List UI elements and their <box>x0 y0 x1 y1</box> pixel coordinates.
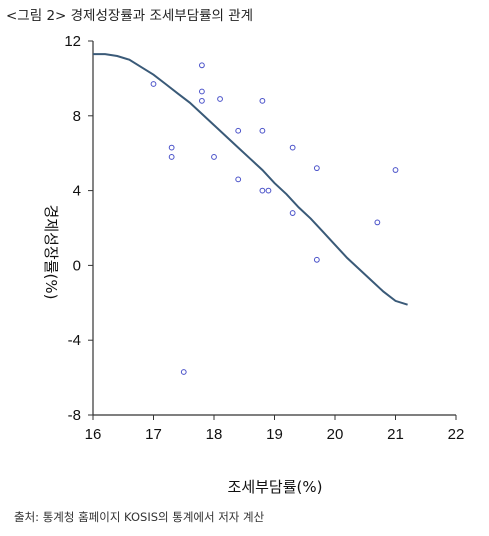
data-point <box>259 97 266 104</box>
data-point <box>199 97 205 104</box>
data-point <box>217 96 223 102</box>
x-tick-label: 17 <box>145 426 162 443</box>
axes <box>88 40 457 420</box>
data-point <box>235 176 242 183</box>
x-tick-label: 22 <box>448 426 465 443</box>
y-tick-label: -8 <box>68 407 81 424</box>
source-note: 출처: 통계청 홈페이지 KOSIS의 통계에서 저자 계산 <box>14 510 265 524</box>
data-point <box>211 154 217 160</box>
x-tick-label: 16 <box>85 426 102 443</box>
scatter-chart: 16 17 18 19 20 21 22 12 8 4 0 -4 -8 조세부담률(%) 경제성장률(%… <box>42 33 464 496</box>
data-point <box>180 369 187 375</box>
x-tick-label: 19 <box>266 426 283 443</box>
data-point <box>374 219 381 226</box>
x-tick-label: 18 <box>206 426 223 443</box>
y-tick-label: 4 <box>73 183 81 200</box>
data-point <box>235 127 242 134</box>
tick-labels-group: 16 17 18 19 20 21 22 12 8 4 0 -4 -8 <box>64 33 464 443</box>
data-point <box>313 256 320 263</box>
data-point <box>265 187 272 194</box>
data-point <box>289 210 296 216</box>
figure-title: <그림 2> 경제성장률과 조세부담률의 관계 <box>6 8 254 24</box>
y-tick-label: -4 <box>68 332 81 349</box>
data-point <box>259 187 266 194</box>
x-tick-label: 21 <box>387 426 404 443</box>
data-point <box>199 62 205 69</box>
x-tick-label: 20 <box>327 426 344 443</box>
data-point <box>259 127 266 134</box>
data-point <box>168 154 175 160</box>
data-point <box>150 81 157 87</box>
y-axis-label: 경제성장률(%) <box>42 205 60 300</box>
data-point <box>392 167 399 173</box>
y-tick-label: 0 <box>73 257 81 274</box>
data-point <box>289 144 296 151</box>
y-tick-label: 8 <box>73 108 81 125</box>
data-points-group <box>150 62 399 375</box>
data-point <box>168 144 175 151</box>
x-axis-label: 조세부담률(%) <box>228 478 323 496</box>
data-point <box>313 165 320 172</box>
fitted-curve <box>93 53 408 306</box>
data-point <box>199 88 205 95</box>
y-tick-label: 12 <box>64 33 81 50</box>
fitted-curve-group <box>93 53 408 306</box>
